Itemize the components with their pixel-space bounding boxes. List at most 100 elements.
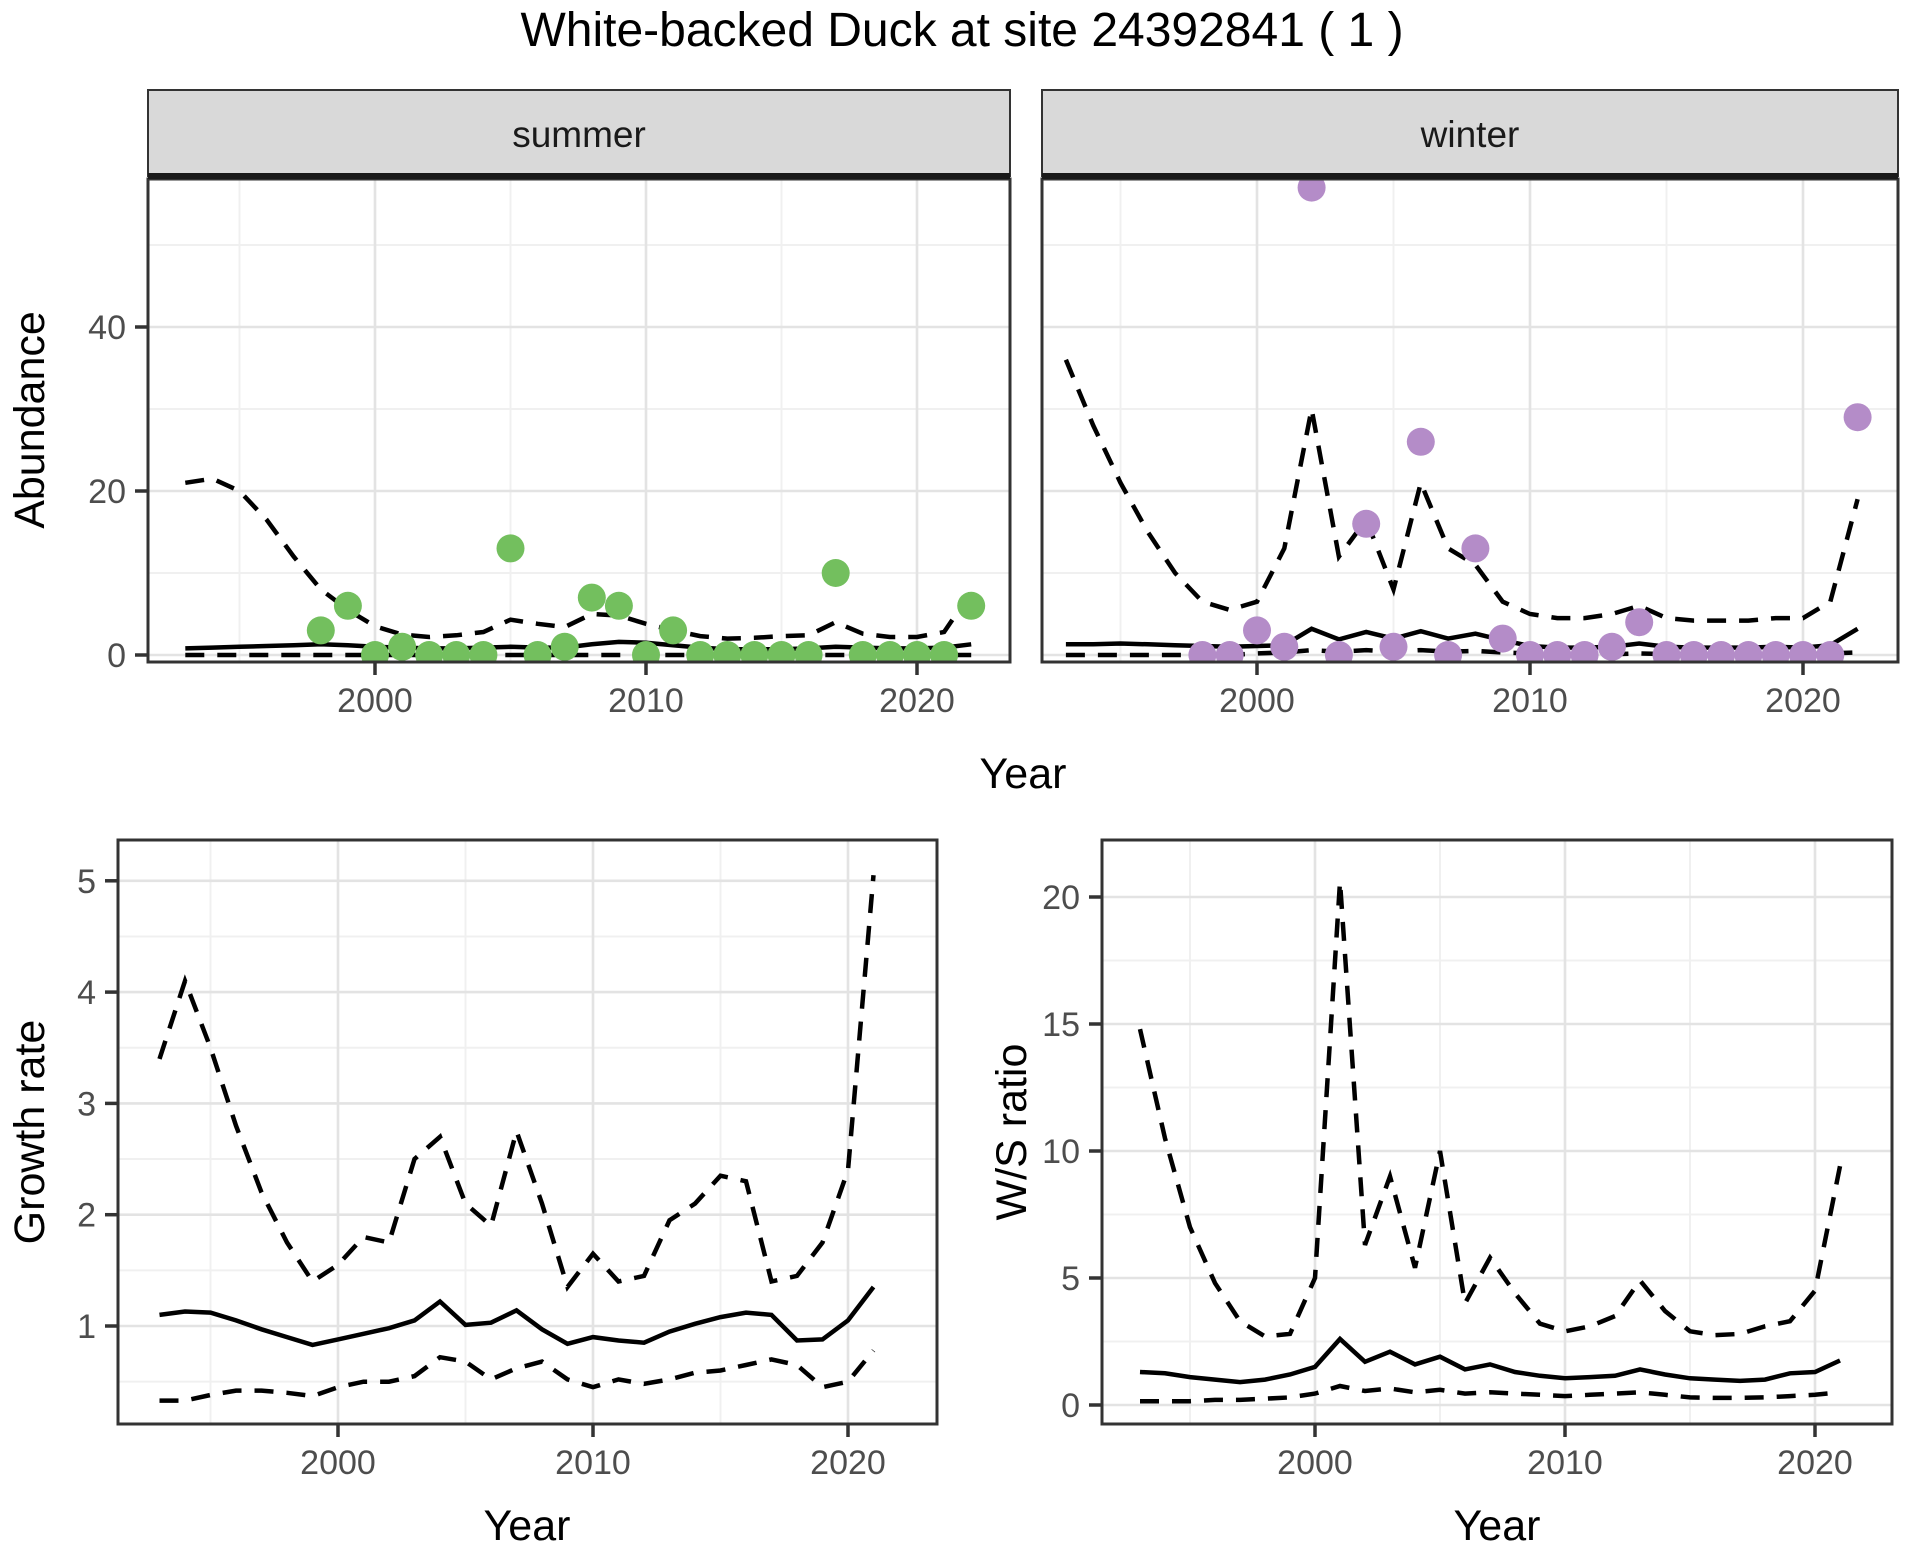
y-tick-label: 20 xyxy=(1042,879,1080,917)
data-point xyxy=(469,641,498,662)
panel-border xyxy=(1100,838,1894,1426)
data-point xyxy=(1679,641,1708,662)
x-tick-label: 2000 xyxy=(1219,682,1295,720)
data-point xyxy=(794,641,823,662)
gridlines xyxy=(118,840,937,1424)
y-tick-label: 15 xyxy=(1042,1006,1080,1044)
data-point xyxy=(1625,608,1654,637)
data-point xyxy=(1243,616,1271,645)
y-tick-label: 3 xyxy=(77,1085,96,1123)
points-layer xyxy=(306,534,986,662)
data-point xyxy=(930,641,959,662)
y-tick-label: 0 xyxy=(1061,1387,1080,1425)
data-point xyxy=(686,641,715,662)
data-point xyxy=(1324,641,1353,662)
series-upper_ci xyxy=(157,875,876,1292)
data-point xyxy=(496,534,525,563)
panel-abundance_summer: 2000 2010 2020 0 20 40 xyxy=(88,89,1012,720)
data-point xyxy=(306,616,335,645)
y-axis-title-growth-rate: Growth rate xyxy=(6,1020,54,1245)
data-point xyxy=(957,591,986,620)
data-point xyxy=(1461,534,1490,563)
data-point xyxy=(1816,641,1845,662)
facet-strip xyxy=(147,89,1011,177)
data-point xyxy=(1843,403,1872,432)
x-axis-title-year-growth: Year xyxy=(484,1502,571,1550)
x-tick-label: 2010 xyxy=(555,1444,631,1482)
x-tick-label: 2020 xyxy=(1765,682,1841,720)
axis-ticks: 2000 2010 2020 0 20 40 xyxy=(88,309,955,720)
x-axis-title-year-ws: Year xyxy=(1454,1502,1541,1550)
chart-title: White-backed Duck at site 24392841 ( 1 ) xyxy=(520,4,1403,57)
panel-ws_ratio: 2000 2010 2020 0 5 10 15 20 xyxy=(1042,838,1894,1482)
data-point xyxy=(713,641,742,662)
facet-strip-label-summer: summer xyxy=(512,114,646,155)
x-tick-label: 2010 xyxy=(608,682,684,720)
y-tick-label: 5 xyxy=(77,863,96,901)
series-lower_ci xyxy=(1140,1383,1841,1404)
data-point xyxy=(632,641,660,662)
data-point xyxy=(333,591,362,620)
facet-strip xyxy=(1041,89,1899,177)
y-axis-title-abundance: Abundance xyxy=(6,311,54,529)
y-tick-label: 0 xyxy=(107,637,126,675)
data-point xyxy=(1379,632,1408,661)
x-tick-label: 2020 xyxy=(879,682,955,720)
panel-background xyxy=(118,840,937,1424)
y-tick-label: 5 xyxy=(1061,1260,1080,1298)
data-point xyxy=(1597,632,1626,661)
y-tick-label: 2 xyxy=(77,1197,96,1235)
data-point xyxy=(442,641,471,662)
y-axis-title-ws-ratio: W/S ratio xyxy=(988,1044,1036,1221)
data-point xyxy=(875,641,904,662)
data-point xyxy=(1761,641,1790,662)
panel-abundance_winter: 2000 2010 2020 xyxy=(1040,89,1900,720)
data-point xyxy=(1652,641,1681,662)
x-tick-label: 2000 xyxy=(1277,1444,1353,1482)
data-point xyxy=(1570,641,1599,662)
panel-growth_rate: 2000 2010 2020 1 2 3 4 5 xyxy=(77,838,939,1482)
data-point xyxy=(821,559,850,587)
y-tick-label: 10 xyxy=(1042,1133,1080,1171)
series-lower_ci xyxy=(159,1349,876,1403)
data-point xyxy=(659,616,688,645)
series-upper_ci xyxy=(1137,881,1843,1339)
data-point xyxy=(1434,641,1463,662)
panel-border xyxy=(116,838,939,1426)
data-point xyxy=(415,641,444,662)
data-point xyxy=(767,641,796,662)
data-point xyxy=(1406,427,1435,456)
series-upper_ci xyxy=(184,476,974,641)
data-point xyxy=(1543,641,1572,662)
data-point xyxy=(1188,641,1217,662)
x-axis-title-year-top: Year xyxy=(980,750,1067,798)
points-layer xyxy=(1188,179,1872,662)
data-point xyxy=(1297,179,1326,202)
series-estimate xyxy=(159,1285,876,1348)
data-point xyxy=(1789,641,1817,662)
facet-strip-label-winter: winter xyxy=(1420,114,1520,155)
panel-background xyxy=(148,179,1010,662)
data-point xyxy=(1270,632,1299,661)
data-point xyxy=(550,632,579,661)
y-tick-label: 20 xyxy=(88,473,126,511)
panel-background xyxy=(1102,840,1892,1424)
data-point xyxy=(740,641,769,662)
data-point xyxy=(1707,641,1736,662)
gridlines xyxy=(1102,840,1892,1424)
y-tick-label: 40 xyxy=(88,309,126,347)
data-point xyxy=(604,591,633,620)
data-point xyxy=(523,641,552,662)
y-tick-label: 4 xyxy=(77,974,96,1012)
y-tick-label: 1 xyxy=(77,1308,96,1346)
x-tick-label: 2010 xyxy=(1492,682,1568,720)
panel-background xyxy=(1042,179,1898,662)
axis-ticks: 2000 2010 2020 1 2 3 4 5 xyxy=(77,863,886,1482)
data-point xyxy=(388,632,417,661)
data-point xyxy=(1215,641,1244,662)
x-tick-label: 2000 xyxy=(300,1444,376,1482)
data-point xyxy=(1734,641,1763,662)
x-tick-label: 2010 xyxy=(1527,1444,1603,1482)
